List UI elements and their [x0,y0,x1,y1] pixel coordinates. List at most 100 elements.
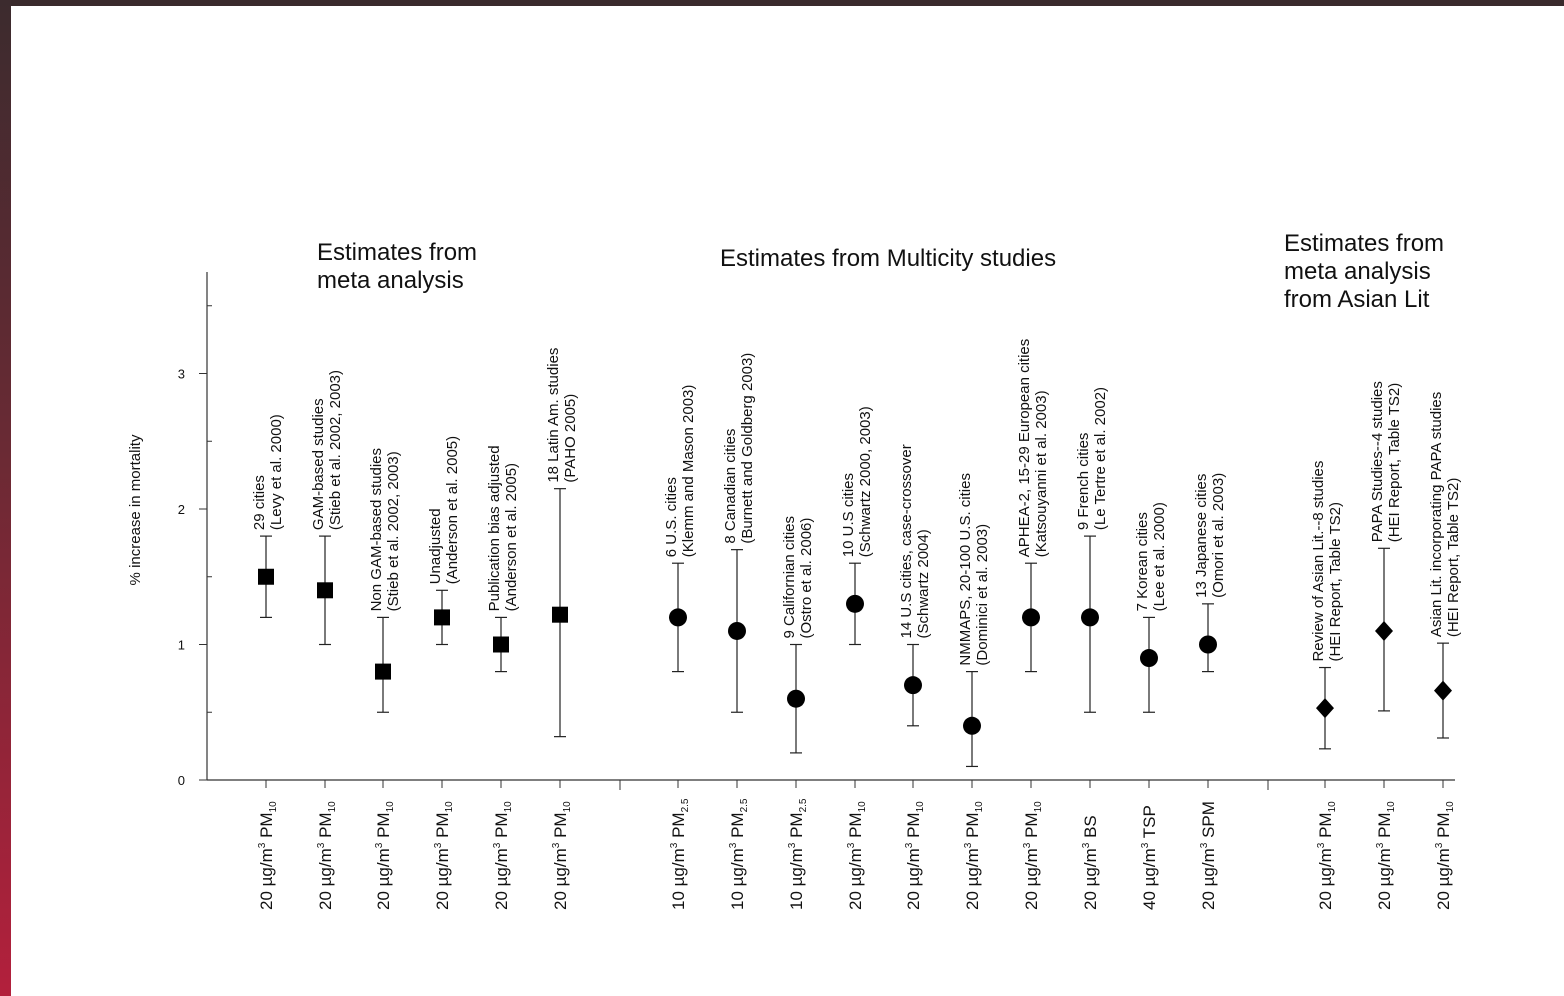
study-citation: (Klemm and Mason 2003) [680,385,697,558]
y-tick-label: 2 [178,502,185,517]
x-label-subscript: 10 [974,801,985,813]
group-title-line: meta analysis [317,267,464,294]
x-category-label: 20 µg/m3 PM10 [316,801,338,910]
top-frame-border [0,0,1564,6]
x-label-pollutant: PM [492,812,511,842]
y-tick-label: 0 [178,773,185,788]
x-label-superscript: 3 [551,842,562,848]
x-category-label: 20 µg/m3 BS [1081,815,1100,910]
study-citation: (Stieb et al. 2002, 2003) [327,370,344,530]
study-label: Publication bias adjusted(Anderson et al… [486,445,520,611]
study-label: Review of Asian Lit.--8 studies(HEI Repo… [1310,461,1344,662]
x-label-dose: 20 µg/m [551,848,570,910]
x-label-subscript: 10 [562,801,573,813]
x-category-label: 40 µg/m3 TSP [1140,805,1159,910]
x-label-pollutant: PM [963,812,982,842]
study-label: Unadjusted(Anderson et al. 2005) [427,436,461,584]
study-citation: (HEI Report, Table TS2) [1386,383,1403,543]
x-label-subscript: 10 [857,801,868,813]
group-title: Estimates from meta analysis [317,239,477,294]
point-square [317,582,333,599]
x-label-pollutant: PM [846,812,865,842]
x-label-dose: 20 µg/m [492,848,511,910]
x-label-pollutant: PM [904,812,923,842]
x-label-superscript: 3 [374,842,385,848]
x-label-dose: 20 µg/m [1434,848,1453,910]
study-name: GAM-based studies [310,398,327,530]
x-label-dose: 20 µg/m [433,848,452,910]
x-label-pollutant: PM [1375,812,1394,842]
study-citation: (Le Tertre et al. 2002) [1092,387,1109,530]
study-label: 29 cities(Levy et al. 2000) [251,414,285,530]
study-citation: (PAHO 2005) [562,394,579,483]
study-name: Unadjusted [427,508,444,584]
x-label-pollutant: PM [433,812,452,842]
x-label-subscript: 10 [1445,801,1456,813]
study-label: 7 Korean cities(Lee et al. 2000) [1134,502,1168,611]
point-square [434,609,450,626]
point-diamond [1434,680,1452,701]
group-title-line: Estimates from [317,239,477,266]
study-name: Publication bias adjusted [486,445,503,611]
study-citation: (Dominici et al. 2003) [974,524,991,666]
x-category-label: 10 µg/m3 PM2.5 [787,798,809,910]
x-label-dose: 20 µg/m [257,848,276,910]
x-category-label: 20 µg/m3 PM10 [257,801,279,910]
x-category-label: 20 µg/m3 PM10 [1434,801,1456,910]
study-label: 14 U.S cities, case-crossover(Schwartz 2… [898,444,932,638]
x-label-subscript: 10 [444,801,455,813]
point-square [258,568,274,585]
study-name: Review of Asian Lit.--8 studies [1310,461,1327,662]
study-label: 10 U.S cities(Schwartz 2000, 2003) [840,406,874,557]
study-label: NMMAPS, 20-100 U.S. cities(Dominici et a… [957,473,991,666]
x-category-label: 20 µg/m3 PM10 [963,801,985,910]
x-category-label: 10 µg/m3 PM2.5 [669,798,691,910]
group-title-line: meta analysis [1284,258,1431,285]
y-axis-title: % increase in mortality [127,434,144,585]
x-label-dose: 20 µg/m [1081,848,1100,910]
group-title-line: Estimates from Multicity studies [720,245,1056,272]
study-citation: (Schwartz 2004) [915,529,932,638]
study-label: 13 Japanese cities(Omori et al. 2003) [1193,473,1227,598]
point-circle [1140,649,1158,668]
x-label-subscript: 10 [268,801,279,813]
x-category-label: 10 µg/m3 PM2.5 [728,798,750,910]
x-label-superscript: 3 [1199,842,1210,848]
x-label-pollutant: PM [787,812,806,842]
x-label-pollutant: PM [669,812,688,842]
x-category-label: 20 µg/m3 PM10 [1022,801,1044,910]
x-label-pollutant: BS [1081,815,1100,842]
point-circle [963,716,981,735]
x-label-superscript: 3 [963,842,974,848]
left-frame-border [0,0,11,996]
x-label-superscript: 3 [1316,842,1327,848]
point-circle [904,676,922,695]
x-label-superscript: 3 [433,842,444,848]
x-category-label: 20 µg/m3 PM10 [492,801,514,910]
x-label-pollutant: PM [1022,812,1041,842]
study-name: 10 U.S cities [840,473,857,557]
study-citation: (Stieb et al. 2002, 2003) [385,451,402,611]
point-circle [1199,635,1217,654]
x-label-pollutant: PM [1316,812,1335,842]
x-label-subscript: 2.5 [680,798,691,812]
x-label-subscript: 10 [327,801,338,813]
study-citation: (Ostro et al. 2006) [798,518,815,639]
x-label-subscript: 10 [1386,801,1397,813]
x-label-pollutant: TSP [1140,805,1159,842]
x-label-superscript: 3 [669,842,680,848]
study-citation: (Omori et al. 2003) [1210,473,1227,598]
group-title-line: from Asian Lit [1284,286,1430,313]
x-label-dose: 20 µg/m [374,848,393,910]
x-label-pollutant: SPM [1199,801,1218,843]
study-citation: (Burnett and Goldberg 2003) [739,353,756,544]
x-label-dose: 20 µg/m [846,848,865,910]
study-name: 7 Korean cities [1134,512,1151,611]
study-citation: (Katsouyanni et al. 2003) [1033,390,1050,557]
point-square [493,636,509,653]
x-label-superscript: 3 [1375,842,1386,848]
x-label-superscript: 3 [846,842,857,848]
x-label-superscript: 3 [1140,842,1151,848]
x-label-pollutant: PM [316,812,335,842]
study-name: 18 Latin Am. studies [545,348,562,483]
